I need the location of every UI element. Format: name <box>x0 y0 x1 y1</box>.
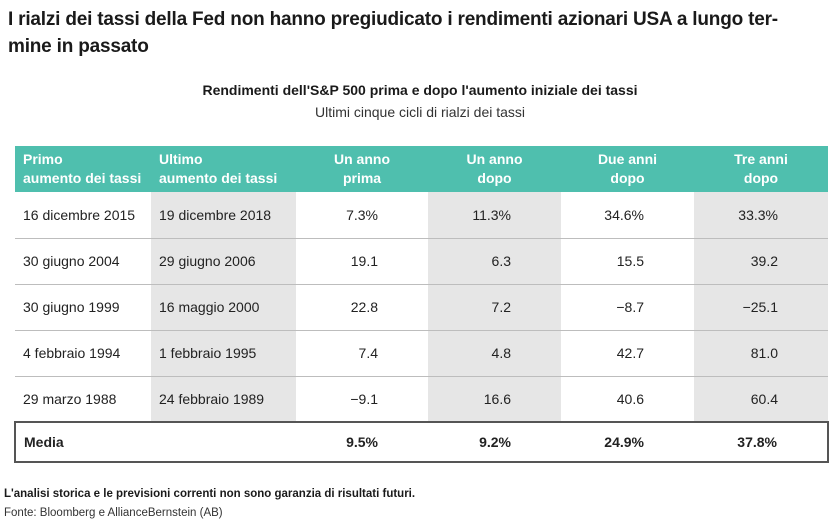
average-label: Media <box>14 421 151 463</box>
cell-first-hike: 30 giugno 1999 <box>15 284 151 331</box>
table-row: 16 dicembre 2015 19 dicembre 2018 7.3% 1… <box>15 192 828 239</box>
cell-three-years-after: 39.2 <box>694 238 828 285</box>
page-headline: I rialzi dei tassi della Fed non hanno p… <box>8 6 828 60</box>
average-three-years-after: 37.8% <box>694 421 829 463</box>
source-note: Fonte: Bloomberg e AllianceBernstein (AB… <box>4 507 223 519</box>
table-row: 29 marzo 1988 24 febbraio 1989 −9.1 16.6… <box>15 376 828 423</box>
cell-one-year-after: 7.2 <box>428 284 561 331</box>
table-row: 30 giugno 2004 29 giugno 2006 19.1 6.3 1… <box>15 238 828 285</box>
col-header-last-hike: Ultimo aumento dei tassi <box>151 146 296 192</box>
table-row: 4 febbraio 1994 1 febbraio 1995 7.4 4.8 … <box>15 330 828 377</box>
table-title: Rendimenti dell'S&P 500 prima e dopo l'a… <box>202 82 638 98</box>
disclaimer-note: L'analisi storica e le previsioni corren… <box>4 488 416 500</box>
cell-one-year-before: −9.1 <box>296 376 428 423</box>
cell-three-years-after: −25.1 <box>694 284 828 331</box>
cell-three-years-after: 60.4 <box>694 376 828 423</box>
headline-line-2: mine in passato <box>8 36 149 57</box>
cell-one-year-after: 6.3 <box>428 238 561 285</box>
cell-one-year-after: 4.8 <box>428 330 561 377</box>
table-row: 30 giugno 1999 16 maggio 2000 22.8 7.2 −… <box>15 284 828 331</box>
cell-first-hike: 4 febbraio 1994 <box>15 330 151 377</box>
average-row: Media 9.5% 9.2% 24.9% 37.8% <box>14 421 829 463</box>
cell-first-hike: 30 giugno 2004 <box>15 238 151 285</box>
table-subtitle: Ultimi cinque cicli di rialzi dei tassi <box>314 104 526 120</box>
cell-last-hike: 24 febbraio 1989 <box>151 376 296 423</box>
cell-two-years-after: 34.6% <box>561 192 694 239</box>
cell-three-years-after: 33.3% <box>694 192 828 239</box>
cell-one-year-after: 16.6 <box>428 376 561 423</box>
col-header-one-year-before: Un anno prima <box>296 146 428 192</box>
cell-one-year-before: 7.4 <box>296 330 428 377</box>
col-header-first-hike: Primo aumento dei tassi <box>15 146 151 192</box>
average-one-year-after: 9.2% <box>428 421 561 463</box>
cell-first-hike: 29 marzo 1988 <box>15 376 151 423</box>
cell-one-year-before: 7.3% <box>296 192 428 239</box>
cell-two-years-after: 42.7 <box>561 330 694 377</box>
cell-last-hike: 29 giugno 2006 <box>151 238 296 285</box>
col-header-three-years-after: Tre anni dopo <box>694 146 828 192</box>
cell-one-year-after: 11.3% <box>428 192 561 239</box>
col-header-one-year-after: Un anno dopo <box>428 146 561 192</box>
cell-one-year-before: 22.8 <box>296 284 428 331</box>
col-header-two-years-after: Due anni dopo <box>561 146 694 192</box>
headline-line-1: I rialzi dei tassi della Fed non hanno p… <box>8 9 778 30</box>
cell-two-years-after: 15.5 <box>561 238 694 285</box>
cell-first-hike: 16 dicembre 2015 <box>15 192 151 239</box>
average-empty-cell <box>151 421 296 463</box>
returns-table: Primo aumento dei tassi Ultimo aumento dei… <box>14 146 829 463</box>
cell-last-hike: 1 febbraio 1995 <box>151 330 296 377</box>
cell-last-hike: 16 maggio 2000 <box>151 284 296 331</box>
cell-three-years-after: 81.0 <box>694 330 828 377</box>
cell-last-hike: 19 dicembre 2018 <box>151 192 296 239</box>
cell-one-year-before: 19.1 <box>296 238 428 285</box>
average-one-year-before: 9.5% <box>296 421 428 463</box>
average-two-years-after: 24.9% <box>561 421 694 463</box>
table-header-row: Primo aumento dei tassi Ultimo aumento dei… <box>15 146 828 192</box>
cell-two-years-after: −8.7 <box>561 284 694 331</box>
cell-two-years-after: 40.6 <box>561 376 694 423</box>
